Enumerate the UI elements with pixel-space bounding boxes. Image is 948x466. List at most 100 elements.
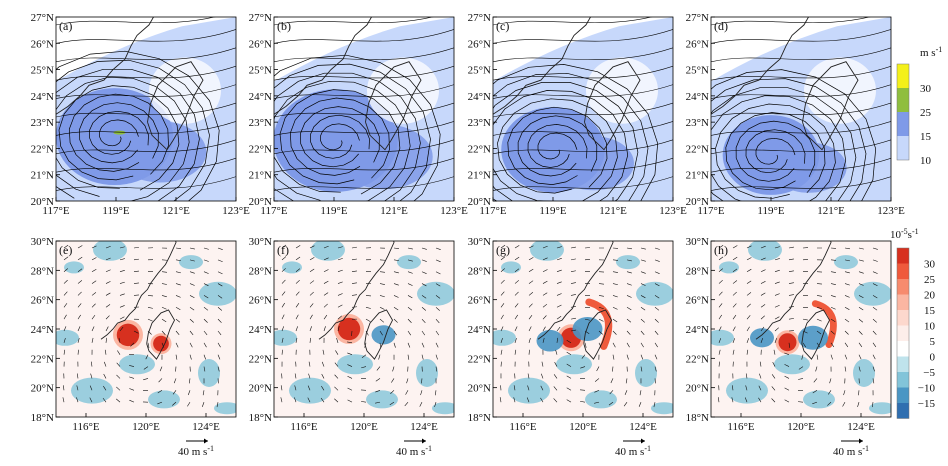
wind-vector xyxy=(407,247,413,250)
wind-vector xyxy=(745,385,748,391)
streamline xyxy=(56,59,210,201)
vort-pos-arc xyxy=(585,298,613,350)
wind-vector xyxy=(526,397,530,403)
wind-vector xyxy=(77,291,82,296)
wind-vector xyxy=(830,259,836,261)
wind-vector xyxy=(732,268,738,272)
wind-vector xyxy=(760,326,765,332)
wind-vector xyxy=(105,337,107,343)
wind-vector xyxy=(830,330,835,335)
colorbar-unit-suffix-exp: -1 xyxy=(912,227,919,236)
vector-key-unit: m s xyxy=(410,446,426,458)
y-tick-label: 20°N xyxy=(468,196,491,208)
wind-vector xyxy=(217,271,223,275)
streamline xyxy=(493,176,673,191)
wind-vector xyxy=(407,342,411,348)
vector-key-label: 40 m s-1 xyxy=(178,444,214,458)
wind-vector xyxy=(542,269,548,272)
vort-neg-patch xyxy=(748,241,782,261)
wind-vector xyxy=(119,305,125,308)
streamline xyxy=(493,121,673,136)
vort-neg-patch xyxy=(179,255,203,270)
y-tick-label: 21°N xyxy=(31,170,54,182)
wind-vector xyxy=(718,326,722,332)
y-tick-label: 22°N xyxy=(686,353,709,365)
wind-vector xyxy=(612,259,618,261)
wind-vector xyxy=(309,291,314,296)
wind-vector xyxy=(435,271,441,275)
wind-vector xyxy=(188,378,191,384)
streamline xyxy=(56,50,220,201)
wind-vector xyxy=(499,397,502,403)
x-tick-label: 116°E xyxy=(72,421,99,433)
wind-vector xyxy=(612,318,618,323)
wind-vector xyxy=(584,342,587,348)
x-tick-label: 119°E xyxy=(539,205,566,217)
coastline xyxy=(56,17,155,115)
wind-vector xyxy=(281,302,285,308)
streamline xyxy=(711,17,871,26)
wind-vector xyxy=(203,271,209,274)
vort-neg-patch xyxy=(719,261,739,274)
wind-vector xyxy=(393,259,399,262)
y-tick-label: 24°N xyxy=(249,324,272,336)
vector-key-unit: m s xyxy=(192,446,208,458)
calm-area xyxy=(804,57,876,124)
x-tick-label: 117°E xyxy=(479,205,506,217)
colorbar-unit: 10-5s-1 xyxy=(890,227,919,241)
wind-vector xyxy=(337,269,343,272)
wind-vector xyxy=(731,385,734,391)
streamline xyxy=(507,106,608,188)
wind-vector xyxy=(281,268,286,272)
vort-pos-core xyxy=(778,333,797,352)
wind-vector xyxy=(435,366,438,372)
wind-vector xyxy=(335,350,339,355)
wind-vector xyxy=(351,258,357,261)
vort-neg-patch xyxy=(397,255,421,270)
wind-vector xyxy=(309,326,312,332)
wind-vector xyxy=(216,402,219,408)
coastline xyxy=(493,17,592,115)
wind-vector xyxy=(500,326,504,332)
y-tick-label: 20°N xyxy=(249,383,272,395)
wind-vector xyxy=(173,378,177,384)
wind-vector xyxy=(393,330,397,336)
wind-vector xyxy=(376,366,381,371)
wind-vector xyxy=(105,245,111,249)
x-tick-label: 121°E xyxy=(162,205,190,217)
wind-vector xyxy=(435,354,438,360)
wind-vector xyxy=(612,342,616,348)
wind-vector xyxy=(104,349,107,355)
wind-vector xyxy=(626,283,632,286)
vort-neg-patch xyxy=(803,390,835,409)
vort-neg-patch xyxy=(119,354,155,375)
wind-vector xyxy=(828,390,832,395)
wind-vector xyxy=(570,282,576,284)
streamline xyxy=(320,123,360,151)
panel-label: (b) xyxy=(277,19,291,33)
wind-vector xyxy=(309,245,315,249)
wind-vector xyxy=(540,373,544,379)
wind-vector xyxy=(145,354,149,360)
wind-vector xyxy=(175,271,181,274)
colorbar-frame xyxy=(896,247,910,419)
wind-vector xyxy=(175,259,181,262)
wind-vector xyxy=(788,318,794,320)
wind-vector xyxy=(379,295,385,298)
wind-vector xyxy=(640,342,644,348)
wind-vector xyxy=(280,397,283,403)
streamline xyxy=(493,64,659,201)
wind-vector xyxy=(421,259,427,262)
x-tick-label: 120°E xyxy=(569,421,597,433)
wind-vector xyxy=(844,295,850,298)
wind-vector xyxy=(815,366,818,372)
streamline xyxy=(711,95,847,201)
wind-vector xyxy=(872,271,878,274)
wind-vector xyxy=(336,337,339,343)
panel-h: (h) 116°E 120°E 124°E 18°N 20°N 22°N 24°N 26°N 28… xyxy=(686,236,892,458)
wind-vector xyxy=(514,337,517,343)
wind-vector xyxy=(844,342,849,348)
wind-vector xyxy=(556,326,561,332)
wind-vector xyxy=(129,376,135,379)
wind-vector xyxy=(63,349,66,355)
